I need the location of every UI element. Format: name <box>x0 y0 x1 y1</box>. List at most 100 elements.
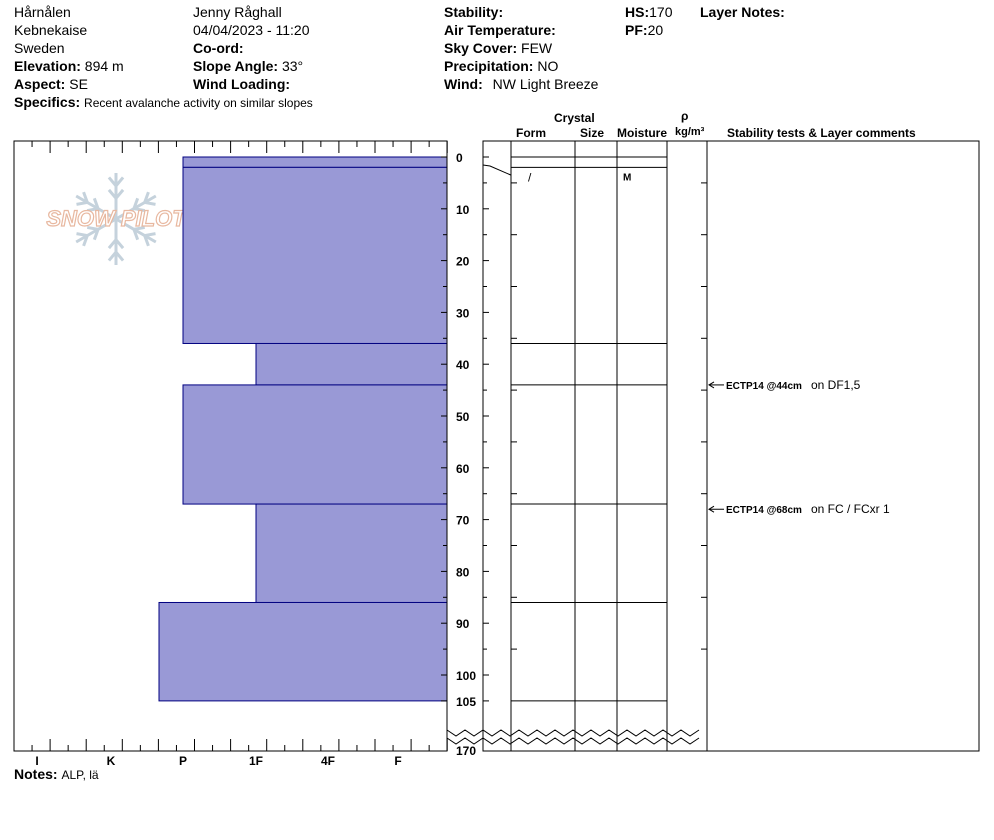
stability-test-result: ECTP14 @44cm <box>726 381 802 392</box>
stability-test-arrowhead <box>708 381 715 389</box>
moisture-header: Moisture <box>617 126 668 140</box>
depth-tick-label: 100 <box>456 669 476 683</box>
region-name: Kebnekaise <box>14 22 88 38</box>
depth-tick-label: 10 <box>456 203 470 217</box>
grain-connector-line <box>482 164 512 176</box>
wind-label: Wind: <box>444 76 483 92</box>
hardness-tick-label: P <box>179 754 187 768</box>
precipitation-value: NO <box>537 58 559 74</box>
snowflake-branch <box>86 207 99 213</box>
grain-table-cells: / M <box>528 170 631 184</box>
snowflake-branch <box>132 197 140 210</box>
hardness-layer-bar <box>182 166 448 344</box>
depth-tick-label: 80 <box>456 565 470 579</box>
sky-cover-value: FEW <box>521 40 553 56</box>
snowflake-branch <box>114 251 125 262</box>
wind-field: Wind: NW Light Breeze <box>444 76 598 92</box>
notes-label: Notes: <box>14 766 58 782</box>
stability-test-comment: on DF1,5 <box>811 378 861 392</box>
hs-field: HS:170 <box>625 4 672 20</box>
depth-tick-label: 20 <box>456 255 470 269</box>
coord-label: Co-ord: <box>193 40 244 56</box>
snowflake-branch <box>107 238 118 250</box>
snowflake-branch <box>107 251 118 262</box>
air-temperature-label: Air Temperature: <box>444 22 556 38</box>
stability-tests: ECTP14 @44cm on DF1,5 ECTP14 @68cm on FC / … <box>708 378 890 516</box>
observer-name: Jenny Råghall <box>193 4 282 20</box>
country-name: Sweden <box>14 40 65 56</box>
depth-axis-labels: 0 10 20 30 40 50 60 70 80 90 100 105 170 <box>441 151 489 758</box>
specifics-value: Recent avalanche activity on similar slo… <box>84 96 313 110</box>
grain-table-columns <box>510 141 708 751</box>
snowflake-branch <box>144 232 156 238</box>
sky-cover-label: Sky Cover: <box>444 40 518 56</box>
depth-tick-label: 40 <box>456 358 470 372</box>
sky-cover-field: Sky Cover: FEW <box>444 40 552 56</box>
aspect-field: Aspect: SE <box>14 76 88 92</box>
grain-table-frame <box>482 140 980 752</box>
snowflake-branch <box>114 176 125 187</box>
snowflake-branch <box>82 235 89 247</box>
observation-datetime: 04/04/2023 - 11:20 <box>193 22 310 38</box>
grain-moisture-cell: M <box>623 172 631 183</box>
snowflake-branch <box>114 188 125 200</box>
crystal-header: Crystal <box>554 111 595 125</box>
snowpilot-logo: SNOW PILOT <box>46 173 188 265</box>
hardness-tick-label: F <box>394 754 401 768</box>
elevation-label: Elevation: <box>14 58 81 74</box>
rho-header: ρ <box>681 109 689 123</box>
hardness-layers <box>158 156 448 702</box>
precipitation-field: Precipitation: NO <box>444 58 558 74</box>
depth-break-zigzag <box>446 729 700 745</box>
snowflake-branch <box>92 197 100 210</box>
specifics-field: Specifics: Recent avalanche activity on … <box>14 94 313 111</box>
notes-value: ALP, lä <box>61 768 99 782</box>
hardness-axis-ticks <box>13 141 448 751</box>
slope-angle-label: Slope Angle: <box>193 58 279 74</box>
stability-label: Stability: <box>444 4 504 20</box>
hardness-layer-bar <box>182 384 448 505</box>
snowflake-branch <box>107 188 118 200</box>
density-unit-header: kg/m³ <box>675 126 705 138</box>
snowflake-branch <box>114 238 125 250</box>
wind-value: NW Light Breeze <box>492 76 599 92</box>
snowflake-branch <box>92 228 100 241</box>
precipitation-label: Precipitation: <box>444 58 534 74</box>
break-zigzag-line <box>446 729 700 737</box>
location-name: Hårnålen <box>14 4 71 20</box>
snowflake-branch <box>86 225 99 231</box>
depth-tick-label: 105 <box>456 695 476 709</box>
layer-notes-label: Layer Notes: <box>700 4 785 20</box>
hardness-tick-label: 4F <box>321 754 335 768</box>
hardness-layer-bar <box>182 156 448 168</box>
depth-tick-label: 90 <box>456 617 470 631</box>
notes-field: Notes: ALP, lä <box>14 766 99 783</box>
snowflake-branch <box>133 225 146 231</box>
stability-tests-header: Stability tests & Layer comments <box>727 126 916 140</box>
depth-tick-label: 0 <box>456 151 463 165</box>
pf-value: 20 <box>647 22 664 38</box>
snowflake-branch <box>132 228 140 241</box>
elevation-value: 894 m <box>84 58 124 74</box>
hardness-layer-bar <box>255 342 448 386</box>
snowflake-branch <box>133 207 146 213</box>
hardness-tick-label: 1F <box>249 754 263 768</box>
depth-break-label: 170 <box>456 744 476 758</box>
pf-label: PF: <box>625 22 648 38</box>
break-zigzag-line <box>446 737 700 745</box>
depth-tick-label: 50 <box>456 410 470 424</box>
hardness-layer-bar <box>158 601 448 702</box>
specifics-label: Specifics: <box>14 94 81 110</box>
size-header: Size <box>580 126 605 140</box>
wind-loading-label: Wind Loading: <box>193 76 291 92</box>
hardness-tick-label: I <box>35 754 38 768</box>
depth-tick-label: 60 <box>456 462 470 476</box>
grain-table-rows <box>482 156 667 702</box>
grain-form-cell: / <box>528 170 532 184</box>
snowflake-branch <box>76 232 88 238</box>
snowflake-icon <box>75 173 157 265</box>
snowflake-branch <box>82 191 89 203</box>
snowpilot-logo-text: SNOW PILOT <box>46 206 187 231</box>
elevation-field: Elevation: 894 m <box>14 58 124 74</box>
